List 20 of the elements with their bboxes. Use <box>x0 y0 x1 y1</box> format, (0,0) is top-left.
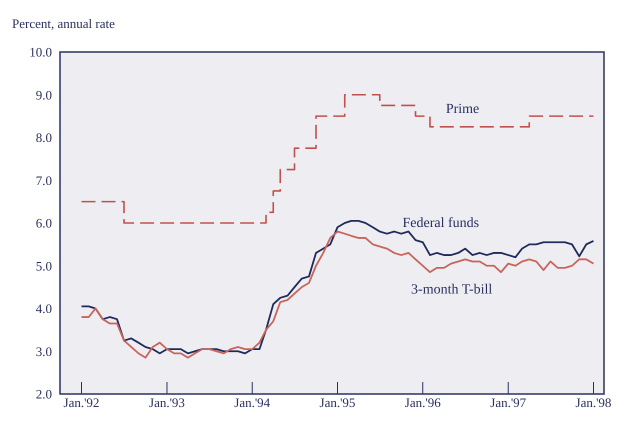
y-tick-label: 8.0 <box>36 130 52 146</box>
x-tick-label: Jan.'96 <box>404 395 442 410</box>
y-tick-label: 3.0 <box>36 344 52 359</box>
x-tick-label: Jan.'93 <box>149 395 185 410</box>
y-tick-label: 10.0 <box>29 44 52 60</box>
y-tick-label: 9.0 <box>36 87 52 102</box>
y-tick-label: 4.0 <box>36 301 52 316</box>
series-label: Prime <box>446 102 480 117</box>
x-tick-label: Jan.'94 <box>234 395 271 410</box>
series-label: Federal funds <box>402 216 480 231</box>
x-tick-label: Jan.'92 <box>64 395 100 410</box>
y-tick-label: 6.0 <box>36 216 52 231</box>
y-tick-label: 5.0 <box>36 258 52 274</box>
x-tick-label: Jan.'98 <box>576 395 612 410</box>
series-label: 3-month T-bill <box>411 282 492 298</box>
x-tick-label: Jan.'97 <box>490 395 527 410</box>
y-tick-label: 2.0 <box>36 386 52 402</box>
y-tick-label: 7.0 <box>36 172 52 188</box>
y-axis-title: Percent, annual rate <box>12 16 115 32</box>
x-tick-label: Jan.'95 <box>320 395 356 410</box>
